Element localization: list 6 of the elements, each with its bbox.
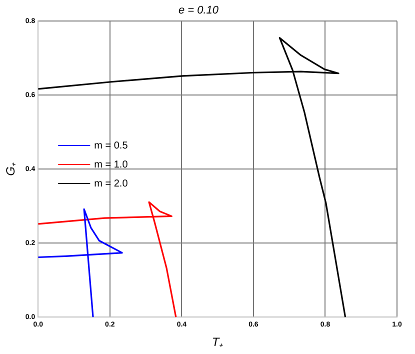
legend-label: m = 2.0 <box>94 178 128 190</box>
y-axis-title: G₊ <box>4 162 18 176</box>
chart-title: e = 0.10 <box>178 4 220 17</box>
x-axis-title: T₊ <box>212 335 224 350</box>
legend-label: m = 0.5 <box>94 140 128 152</box>
legend-label: m = 1.0 <box>94 159 128 170</box>
